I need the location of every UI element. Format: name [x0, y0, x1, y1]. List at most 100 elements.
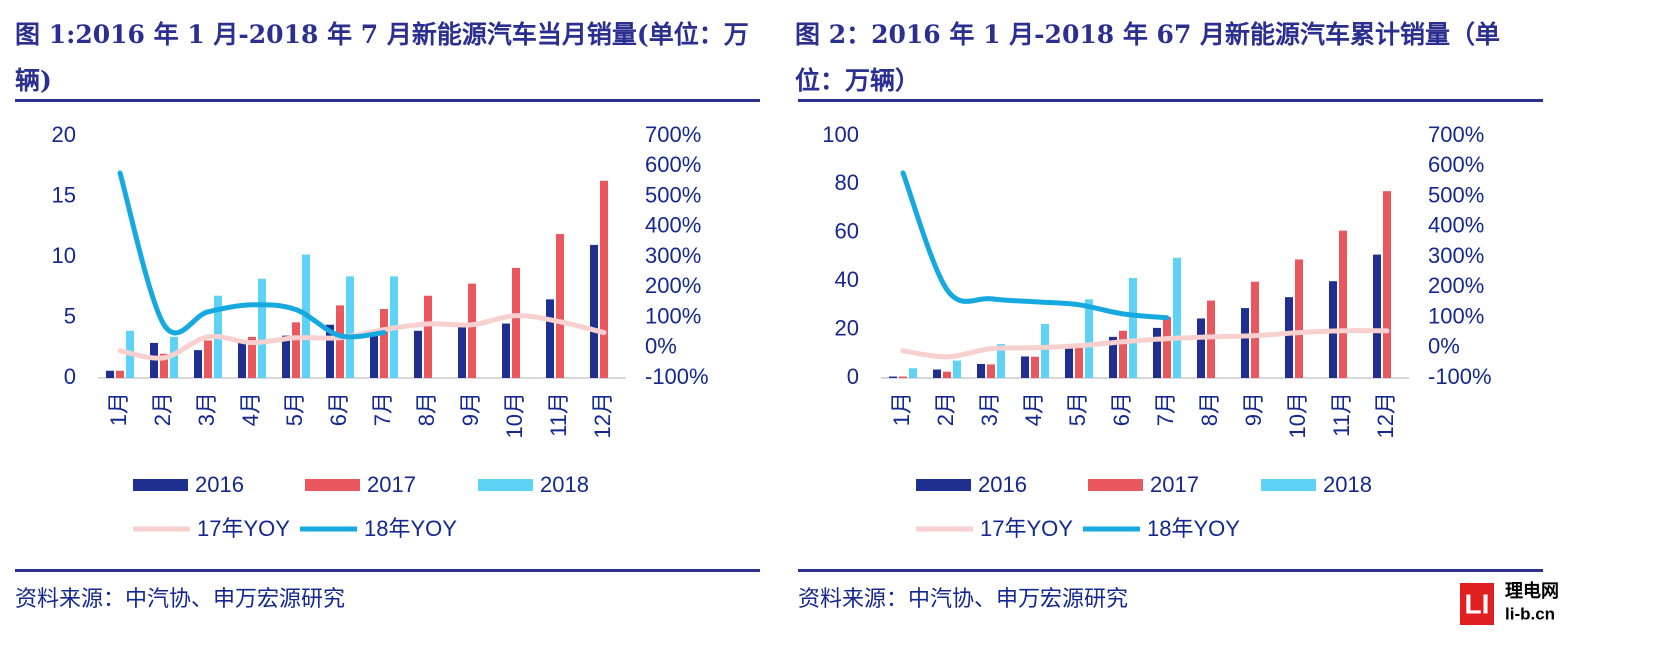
- bar: [194, 350, 202, 378]
- bar: [1241, 308, 1249, 378]
- legend-swatch: [305, 479, 360, 491]
- legend-label: 2016: [978, 472, 1027, 497]
- bar: [1373, 254, 1381, 378]
- site-url: li-b.cn: [1505, 604, 1555, 623]
- bar: [204, 340, 212, 378]
- bar: [1109, 336, 1117, 378]
- logo: LI: [1465, 588, 1490, 619]
- bar: [1285, 297, 1293, 378]
- bar: [1153, 327, 1161, 378]
- y2-tick-label: 400%: [1428, 213, 1484, 238]
- y2-tick-label: 100%: [645, 303, 701, 328]
- bar: [292, 322, 300, 378]
- bar: [889, 376, 897, 378]
- bar: [346, 276, 354, 378]
- bar: [1075, 345, 1083, 378]
- bar: [1041, 324, 1049, 378]
- x-tick-label: 1月: [106, 392, 131, 426]
- rule: [15, 99, 760, 102]
- bar: [414, 330, 422, 378]
- source: 资料来源：中汽协、申万宏源研究: [15, 587, 345, 612]
- bar: [370, 334, 378, 378]
- bar: [106, 370, 114, 378]
- legend-swatch: [1088, 479, 1143, 491]
- y-tick-label: 100: [822, 122, 859, 147]
- y2-tick-label: 700%: [1428, 122, 1484, 147]
- bar: [1251, 281, 1259, 378]
- bar: [1031, 356, 1039, 378]
- y2-tick-label: 0%: [1428, 334, 1460, 359]
- y2-tick-label: 300%: [645, 243, 701, 268]
- x-tick-label: 7月: [1153, 392, 1178, 426]
- legend-label: 2018: [540, 472, 589, 497]
- x-tick-label: 4月: [238, 392, 263, 426]
- bar: [160, 353, 168, 378]
- y-tick-label: 20: [52, 122, 76, 147]
- rule: [798, 99, 1543, 102]
- bar: [1197, 318, 1205, 378]
- bar: [458, 325, 466, 378]
- x-tick-label: 1月: [889, 392, 914, 426]
- line: [117, 170, 387, 340]
- bar: [997, 344, 1005, 378]
- bar: [590, 244, 598, 378]
- legend-label: 2016: [195, 472, 244, 497]
- bar: [1383, 191, 1391, 378]
- y2-tick-label: 700%: [645, 122, 701, 147]
- bar: [977, 363, 985, 378]
- legend-label: 18年YOY: [364, 516, 457, 541]
- logo-box: [1460, 583, 1494, 625]
- y-tick-label: 80: [835, 170, 859, 195]
- legend-label: 18年YOY: [1147, 516, 1240, 541]
- y2-tick-label: 500%: [1428, 182, 1484, 207]
- x-tick-label: 6月: [1109, 392, 1134, 426]
- y2-tick-label: 600%: [1428, 152, 1484, 177]
- y2-tick-label: 100%: [1428, 303, 1484, 328]
- bar: [380, 309, 388, 378]
- x-tick-label: 10月: [1285, 392, 1310, 438]
- bar: [502, 323, 510, 378]
- y2-tick-label: 400%: [645, 213, 701, 238]
- x-tick-label: 4月: [1021, 392, 1046, 426]
- x-tick-label: 11月: [546, 392, 571, 437]
- x-tick-label: 11月: [1329, 392, 1354, 437]
- bar: [258, 278, 266, 378]
- bar: [1065, 347, 1073, 378]
- legend-label: 2017: [367, 472, 416, 497]
- x-tick-label: 5月: [282, 392, 307, 426]
- legend-swatch: [916, 479, 971, 491]
- bar: [933, 369, 941, 378]
- legend-label: 17年YOY: [980, 516, 1073, 541]
- bar: [1129, 278, 1137, 378]
- y2-tick-label: -100%: [1428, 364, 1492, 389]
- y2-tick-label: 200%: [645, 273, 701, 298]
- y2-tick-label: 500%: [645, 182, 701, 207]
- y2-tick-label: 300%: [1428, 243, 1484, 268]
- bar: [1173, 257, 1181, 378]
- legend-label: 2018: [1323, 472, 1372, 497]
- bar: [556, 234, 564, 378]
- legend-label: 2017: [1150, 472, 1199, 497]
- legend-swatch: [133, 479, 188, 491]
- x-tick-label: 6月: [326, 392, 351, 426]
- x-tick-label: 5月: [1065, 392, 1090, 426]
- y-tick-label: 40: [835, 267, 859, 292]
- x-tick-label: 9月: [458, 392, 483, 426]
- line: [900, 328, 1390, 360]
- bar: [326, 324, 334, 378]
- chart-title: 图 2：2016 年 1 月-2018 年 67 月新能源汽车累计销量（单位：万…: [795, 20, 1501, 95]
- bar: [238, 340, 246, 378]
- legend-swatch: [1261, 479, 1316, 491]
- bar: [1339, 230, 1347, 378]
- rule: [798, 569, 1543, 572]
- legend-swatch: [478, 479, 533, 491]
- x-tick-label: 12月: [1373, 392, 1398, 438]
- chart-title: 图 1:2016 年 1 月-2018 年 7 月新能源汽车当月销量(单位：万辆…: [15, 20, 749, 95]
- y-tick-label: 5: [64, 303, 76, 328]
- bar: [282, 335, 290, 378]
- bar: [600, 180, 608, 378]
- bar: [987, 364, 995, 378]
- x-tick-label: 12月: [590, 392, 615, 438]
